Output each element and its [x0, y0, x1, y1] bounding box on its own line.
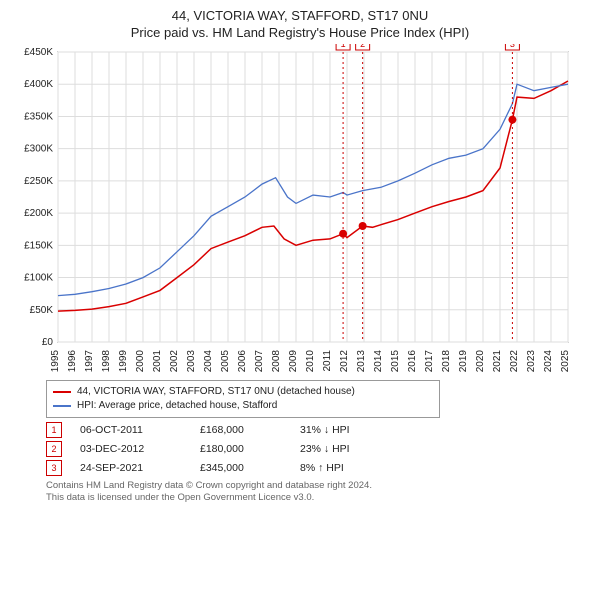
sale-price: £345,000	[200, 462, 300, 474]
svg-text:2013: 2013	[356, 350, 367, 373]
svg-text:1999: 1999	[118, 350, 129, 373]
svg-text:2019: 2019	[458, 350, 469, 373]
svg-text:2005: 2005	[220, 350, 231, 373]
svg-text:£350K: £350K	[24, 111, 53, 122]
svg-text:£200K: £200K	[24, 208, 53, 219]
sale-diff: 31% ↓ HPI	[300, 424, 420, 436]
svg-text:2017: 2017	[424, 350, 435, 373]
sale-date: 03-DEC-2012	[80, 443, 200, 455]
legend-row-property: 44, VICTORIA WAY, STAFFORD, ST17 0NU (de…	[53, 385, 433, 399]
svg-text:£100K: £100K	[24, 273, 53, 284]
svg-text:2024: 2024	[543, 350, 554, 373]
sale-price: £180,000	[200, 443, 300, 455]
svg-text:£150K: £150K	[24, 240, 53, 251]
svg-text:1: 1	[341, 44, 346, 49]
svg-text:2021: 2021	[492, 350, 503, 373]
sales-table: 1 06-OCT-2011 £168,000 31% ↓ HPI 2 03-DE…	[46, 422, 588, 476]
svg-text:2015: 2015	[390, 350, 401, 373]
svg-text:2025: 2025	[560, 350, 571, 373]
attribution-line2: This data is licensed under the Open Gov…	[46, 492, 588, 504]
sales-row: 1 06-OCT-2011 £168,000 31% ↓ HPI	[46, 422, 588, 438]
sales-row: 3 24-SEP-2021 £345,000 8% ↑ HPI	[46, 460, 588, 476]
svg-text:1995: 1995	[50, 350, 61, 373]
svg-text:2009: 2009	[288, 350, 299, 373]
sale-marker-3: 3	[46, 460, 62, 476]
svg-text:1997: 1997	[84, 350, 95, 373]
svg-text:2008: 2008	[271, 350, 282, 373]
svg-text:2018: 2018	[441, 350, 452, 373]
svg-text:2007: 2007	[254, 350, 265, 373]
svg-text:2022: 2022	[509, 350, 520, 373]
svg-text:2010: 2010	[305, 350, 316, 373]
sale-diff: 23% ↓ HPI	[300, 443, 420, 455]
legend-label-hpi: HPI: Average price, detached house, Staf…	[77, 399, 277, 413]
svg-text:2014: 2014	[373, 350, 384, 373]
svg-text:2003: 2003	[186, 350, 197, 373]
svg-text:£300K: £300K	[24, 144, 53, 155]
svg-text:2: 2	[360, 44, 365, 49]
svg-text:£400K: £400K	[24, 79, 53, 90]
legend-swatch-hpi	[53, 405, 71, 407]
sale-date: 06-OCT-2011	[80, 424, 200, 436]
svg-text:2012: 2012	[339, 350, 350, 373]
legend-label-property: 44, VICTORIA WAY, STAFFORD, ST17 0NU (de…	[77, 385, 355, 399]
sale-date: 24-SEP-2021	[80, 462, 200, 474]
svg-text:2002: 2002	[169, 350, 180, 373]
sale-diff: 8% ↑ HPI	[300, 462, 420, 474]
svg-text:2011: 2011	[322, 350, 333, 372]
page-root: 44, VICTORIA WAY, STAFFORD, ST17 0NU Pri…	[0, 0, 600, 590]
title-address: 44, VICTORIA WAY, STAFFORD, ST17 0NU	[12, 8, 588, 23]
sale-price: £168,000	[200, 424, 300, 436]
svg-text:2006: 2006	[237, 350, 248, 373]
svg-text:1998: 1998	[101, 350, 112, 373]
svg-text:2004: 2004	[203, 350, 214, 373]
svg-text:2020: 2020	[475, 350, 486, 373]
sale-marker-2: 2	[46, 441, 62, 457]
sales-row: 2 03-DEC-2012 £180,000 23% ↓ HPI	[46, 441, 588, 457]
svg-text:2000: 2000	[135, 350, 146, 373]
chart-container: £0 £50K £100K £150K £200K £250K £300K £350K £400…	[12, 44, 588, 374]
svg-text:2023: 2023	[526, 350, 537, 373]
legend: 44, VICTORIA WAY, STAFFORD, ST17 0NU (de…	[46, 380, 440, 418]
svg-text:£50K: £50K	[30, 305, 54, 316]
svg-text:£450K: £450K	[24, 47, 53, 58]
attribution-line1: Contains HM Land Registry data © Crown c…	[46, 480, 588, 492]
attribution: Contains HM Land Registry data © Crown c…	[46, 480, 588, 504]
title-subtitle: Price paid vs. HM Land Registry's House …	[12, 25, 588, 40]
legend-swatch-property	[53, 391, 71, 393]
svg-text:£250K: £250K	[24, 176, 53, 187]
sale-marker-1: 1	[46, 422, 62, 438]
svg-text:3: 3	[510, 44, 515, 49]
svg-text:2001: 2001	[152, 350, 163, 373]
svg-text:1996: 1996	[67, 350, 78, 373]
svg-text:2016: 2016	[407, 350, 418, 373]
legend-row-hpi: HPI: Average price, detached house, Staf…	[53, 399, 433, 413]
svg-text:£0: £0	[42, 337, 54, 348]
title-block: 44, VICTORIA WAY, STAFFORD, ST17 0NU Pri…	[12, 8, 588, 40]
price-chart: £0 £50K £100K £150K £200K £250K £300K £350K £400…	[12, 44, 572, 374]
